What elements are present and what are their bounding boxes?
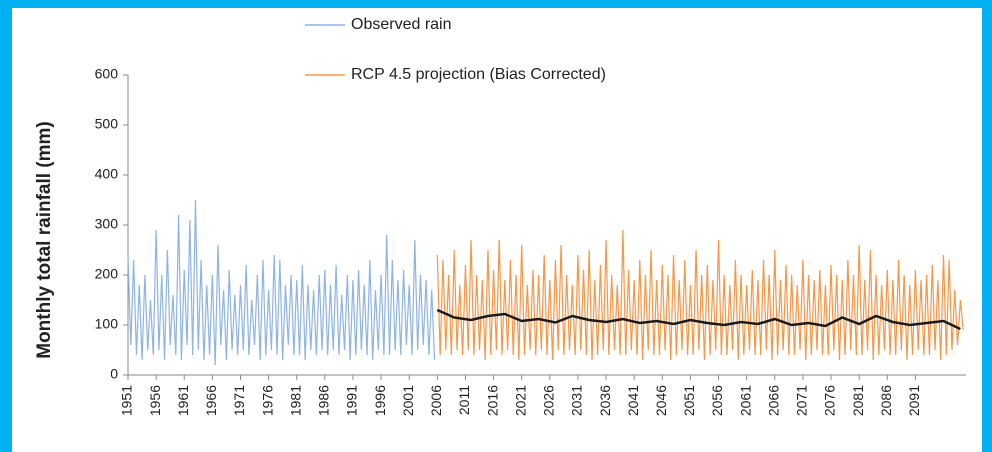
y-tick-label: 400 [95, 166, 119, 182]
series-line [436, 308, 961, 331]
x-tick-label: 2021 [512, 385, 528, 416]
x-tick-label: 2056 [709, 385, 725, 416]
x-tick-label: 1951 [119, 385, 135, 416]
x-tick-label: 2011 [456, 385, 472, 415]
x-tick-label: 1991 [344, 385, 360, 416]
x-tick-label: 2046 [653, 385, 669, 416]
x-tick-label: 2026 [541, 385, 557, 416]
y-tick-label: 500 [95, 116, 119, 132]
x-tick-label: 2001 [400, 385, 416, 416]
y-tick-label: 300 [95, 216, 119, 232]
chart-background [12, 8, 982, 452]
series-line [127, 199, 436, 366]
y-tick-label: 0 [110, 366, 118, 382]
x-tick-label: 2086 [878, 385, 894, 416]
x-tick-label: 2051 [681, 385, 697, 416]
x-tick-label: 2066 [765, 385, 781, 416]
y-tick-label: 100 [95, 316, 119, 332]
x-tick-label: 2076 [822, 385, 838, 416]
x-tick-label: 2041 [625, 385, 641, 416]
x-tick-label: 1956 [147, 385, 163, 416]
x-tick-label: 1981 [287, 385, 303, 416]
x-tick-label: 1971 [231, 385, 247, 416]
x-tick-label: 2016 [484, 385, 500, 416]
y-tick-label: 600 [95, 66, 119, 82]
x-tick-label: 2006 [428, 385, 444, 416]
y-tick-label: 200 [95, 266, 119, 282]
x-tick-label: 1966 [203, 385, 219, 416]
x-tick-label: 2036 [597, 385, 613, 416]
x-tick-label: 1961 [175, 385, 191, 416]
x-tick-label: 1986 [316, 385, 332, 416]
legend-label: RCP 4.5 projection (Bias Corrected) [351, 66, 606, 83]
y-axis-label: Monthly total rainfall (mm) [34, 121, 55, 359]
x-tick-label: 2091 [906, 385, 922, 416]
x-tick-label: 2061 [737, 385, 753, 416]
x-tick-label: 1976 [259, 385, 275, 416]
x-tick-label: 1996 [372, 385, 388, 416]
legend-label: Observed rain [351, 16, 452, 33]
series-line [436, 229, 964, 361]
x-tick-label: 2071 [794, 385, 810, 416]
x-tick-label: 2081 [850, 385, 866, 416]
x-tick-label: 2031 [569, 385, 585, 416]
